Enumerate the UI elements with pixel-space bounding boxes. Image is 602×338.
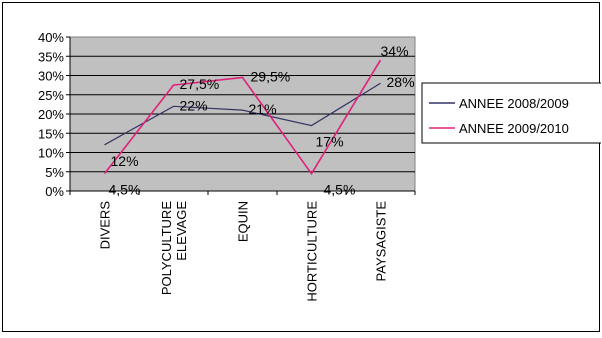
x-tick-label: PAYSAGISTE xyxy=(374,201,389,282)
data-label: 12% xyxy=(111,153,139,169)
x-tick-label: EQUIN xyxy=(236,201,251,242)
line-chart: 0% 5% 10% 15% 20% 25% 30% 35% 40% DIVERS POLYCULTU… xyxy=(38,30,602,302)
data-label: 21% xyxy=(249,101,277,117)
series-lines xyxy=(103,59,382,176)
axes: 0% 5% 10% 15% 20% 25% 30% 35% 40% DIVERS POLYCULTU… xyxy=(38,30,416,302)
y-tick-label: 25% xyxy=(38,88,64,103)
y-tick-label: 5% xyxy=(45,165,64,180)
x-tick-label: HORTICULTURE xyxy=(305,201,320,302)
y-tick-label: 15% xyxy=(38,126,64,141)
data-label: 28% xyxy=(387,74,415,90)
legend-label: ANNEE 2008/2009 xyxy=(459,96,569,111)
series-line xyxy=(103,59,382,176)
data-label: 27,5% xyxy=(180,76,220,92)
data-label: 4,5% xyxy=(324,182,356,198)
data-label: 17% xyxy=(316,134,344,150)
y-tick-label: 20% xyxy=(38,107,64,122)
data-label: 34% xyxy=(381,43,409,59)
x-tick-label: DIVERS xyxy=(98,201,113,250)
data-label: 22% xyxy=(180,97,208,113)
legend-label: ANNEE 2009/2010 xyxy=(459,121,569,136)
y-tick-label: 35% xyxy=(38,49,64,64)
y-tick-label: 10% xyxy=(38,146,64,161)
x-tick-label: POLYCULTURE xyxy=(159,201,174,295)
series-line xyxy=(104,82,381,146)
data-label: 29,5% xyxy=(251,68,291,84)
y-tick-label: 0% xyxy=(45,184,64,199)
gridlines xyxy=(70,55,415,173)
data-label: 4,5% xyxy=(109,182,141,198)
legend: ANNEE 2008/2009 ANNEE 2009/2010 xyxy=(421,82,602,144)
y-tick-label: 30% xyxy=(38,69,64,84)
chart-frame: 0% 5% 10% 15% 20% 25% 30% 35% 40% DIVERS POLYCULTU… xyxy=(2,2,602,332)
y-tick-label: 40% xyxy=(38,30,64,45)
data-labels: 12% 22% 21% 17% 28% 4,5% 27,5% 29,5% 4,5% 34% xyxy=(109,43,415,198)
x-tick-label: ELEVAGE xyxy=(174,201,189,261)
legend-box xyxy=(421,82,602,144)
